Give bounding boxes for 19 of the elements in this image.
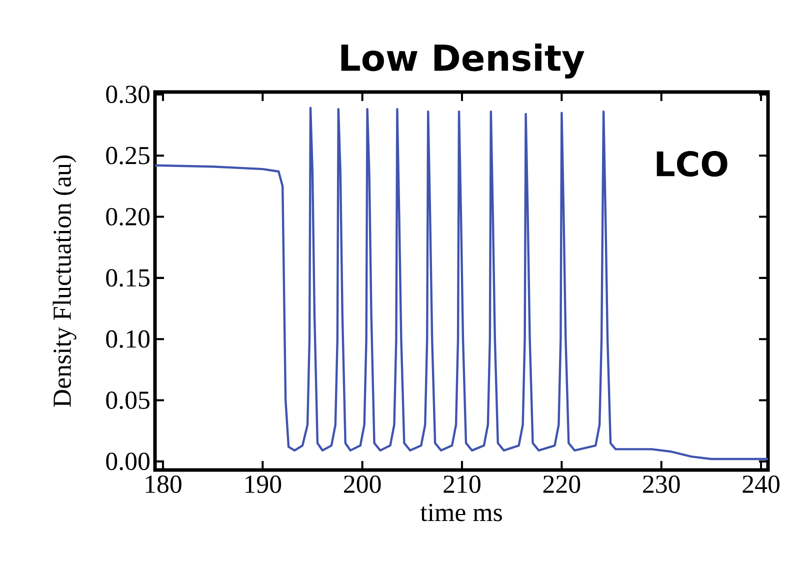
y-tick-label: 0.05 bbox=[106, 391, 150, 410]
y-tick-label: 0.25 bbox=[106, 146, 150, 164]
y-tick-label: 0.20 bbox=[106, 208, 150, 226]
annotation: LCO bbox=[656, 151, 728, 177]
y-axis-title: Density Fluctuation (au) bbox=[52, 156, 76, 407]
x-tick-label: 230 bbox=[643, 476, 680, 493]
x-tick-label: 240 bbox=[742, 476, 780, 493]
y-tick-label: 0.30 bbox=[106, 86, 150, 104]
chart-title: Low Density bbox=[341, 44, 584, 78]
x-tick-label: 190 bbox=[246, 476, 282, 493]
x-tick-label: 220 bbox=[543, 476, 580, 493]
y-tick-label: 0.15 bbox=[106, 269, 150, 287]
y-tick-label: 0.10 bbox=[106, 330, 150, 348]
y-tick-label: 0.00 bbox=[106, 452, 150, 470]
x-tick-label: 210 bbox=[444, 476, 480, 493]
x-tick-label: 200 bbox=[344, 476, 381, 493]
x-tick-label: 180 bbox=[146, 476, 182, 493]
x-axis-title: time ms bbox=[420, 504, 502, 522]
line-series bbox=[155, 106, 768, 460]
